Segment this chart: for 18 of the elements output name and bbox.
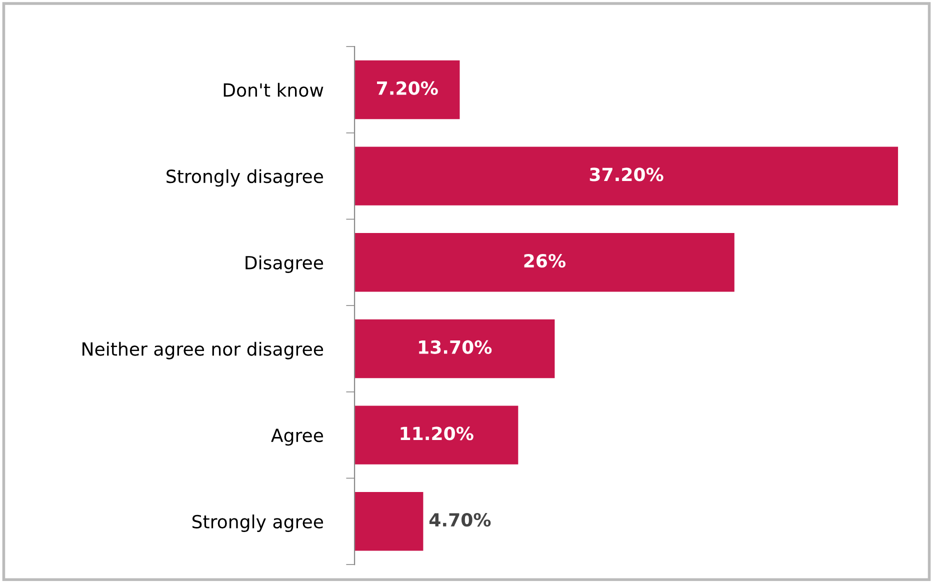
y-tick-label: Strongly agree (192, 514, 324, 532)
data-label: 7.20% (377, 81, 438, 95)
bar (354, 146, 898, 206)
y-tick-label: Don't know (224, 82, 324, 97)
y-tick-label: Agree (271, 428, 324, 446)
bar (354, 319, 555, 378)
y-tick-label: Neither agree nor disagree (82, 342, 324, 360)
data-label: 37.20% (590, 168, 664, 182)
bar (354, 406, 518, 464)
data-label: 13.70% (419, 340, 492, 354)
y-tick-label: Strongly disagree (166, 169, 324, 187)
data-label: 4.70% (429, 512, 491, 527)
y-tick-label: Disagree (246, 256, 324, 273)
bar (354, 492, 424, 551)
bar (354, 233, 734, 292)
bar (354, 60, 460, 120)
data-label: 26% (524, 254, 566, 268)
data-label: 11.20% (400, 426, 474, 440)
